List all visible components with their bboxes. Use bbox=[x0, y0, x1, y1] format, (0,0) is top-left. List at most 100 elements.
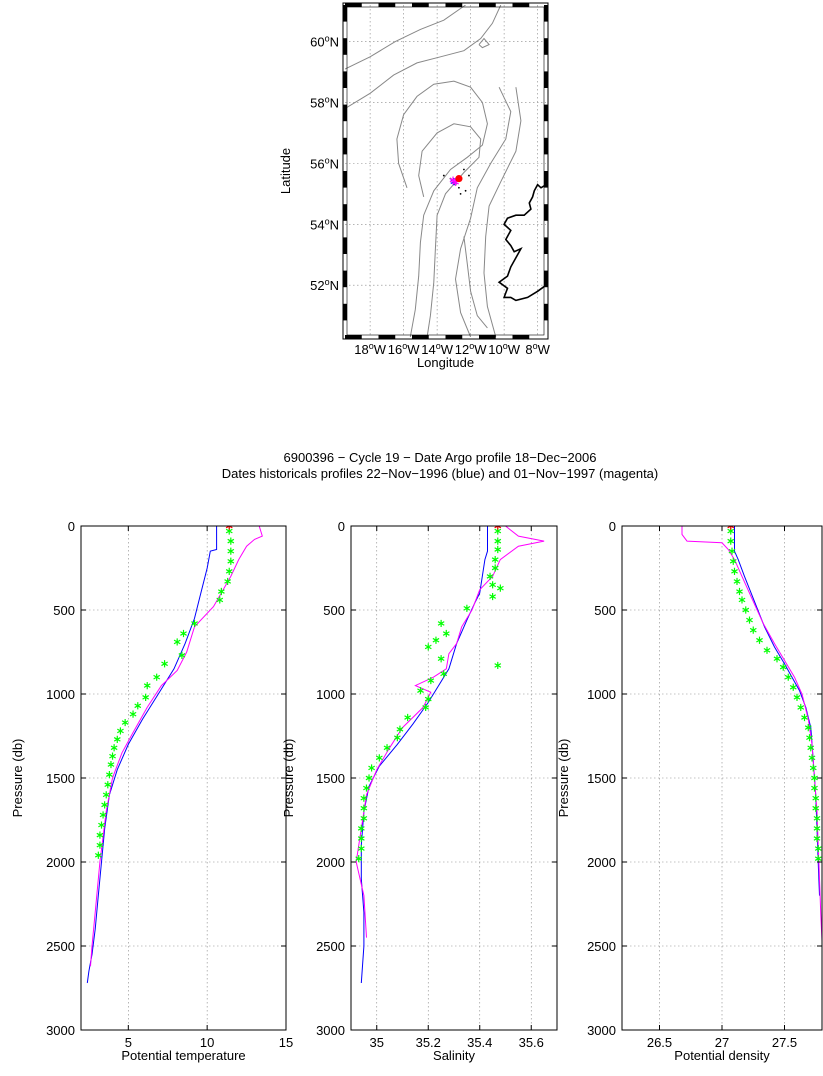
x-axis-label: Potential temperature bbox=[121, 1048, 245, 1063]
argo-profile-point bbox=[491, 556, 499, 564]
argo-profile-point bbox=[173, 638, 181, 646]
argo-profile-point bbox=[161, 660, 168, 668]
plot-area bbox=[86, 526, 263, 984]
argo-profile-point bbox=[216, 596, 224, 604]
argo-profile-point bbox=[773, 655, 781, 663]
y-tick-label: 3000 bbox=[46, 1023, 75, 1038]
plot-area bbox=[681, 526, 822, 942]
argo-profile-point bbox=[784, 673, 792, 681]
x-tick-label: 27 bbox=[715, 1035, 729, 1050]
map-frame-segment-left bbox=[343, 303, 347, 321]
argo-profile-point bbox=[756, 636, 763, 644]
x-tick-label: 26.5 bbox=[647, 1035, 672, 1050]
argo-profile-point bbox=[224, 577, 232, 586]
x-tick-label: 35.6 bbox=[519, 1035, 544, 1050]
map-x-tick-hemisphere: W bbox=[538, 342, 551, 357]
map-x-tick-label: 16oW bbox=[388, 341, 420, 357]
y-axis-label: Pressure (db) bbox=[10, 739, 25, 818]
map-frame-segment-right bbox=[544, 204, 548, 221]
map-frame-segment-right bbox=[544, 5, 548, 22]
argo-profile-point bbox=[809, 764, 817, 772]
y-tick-label: 0 bbox=[338, 519, 345, 534]
map-y-tick-degrees: 60 bbox=[310, 35, 324, 50]
bathymetry-contour bbox=[478, 37, 490, 49]
map-frame-segment-bottom bbox=[378, 335, 396, 339]
map-x-tick-label: 14oW bbox=[421, 341, 453, 357]
argo-profile-point bbox=[793, 693, 801, 701]
argo-surface-marker bbox=[225, 526, 233, 530]
map-x-tick-degrees: 12 bbox=[455, 342, 469, 357]
x-tick-label: 35.2 bbox=[416, 1035, 441, 1050]
x-tick-label: 10 bbox=[200, 1035, 214, 1050]
argo-profile-point bbox=[404, 713, 412, 722]
argo-profile-point bbox=[178, 651, 186, 659]
argo-profile-point bbox=[811, 774, 818, 782]
argo-profile-point bbox=[422, 703, 430, 712]
map-frame-segment-bottom bbox=[445, 335, 463, 339]
y-tick-label: 1000 bbox=[316, 687, 345, 702]
x-tick-label: 15 bbox=[279, 1035, 293, 1050]
map-y-tick-degree-sign: o bbox=[325, 34, 330, 44]
y-tick-label: 2500 bbox=[46, 939, 75, 954]
argo-profile-point bbox=[729, 557, 737, 565]
argo-profile-point bbox=[110, 744, 118, 752]
y-tick-label: 2500 bbox=[316, 939, 345, 954]
argo-profile-point bbox=[113, 735, 121, 743]
map-x-tick-label: 12oW bbox=[455, 341, 487, 357]
argo-profile-point bbox=[494, 537, 502, 545]
map-x-tick-hemisphere: W bbox=[441, 342, 454, 357]
y-tick-label: 3000 bbox=[316, 1023, 345, 1038]
y-tick-label: 500 bbox=[323, 603, 345, 618]
map-frame-segment-top bbox=[445, 3, 463, 7]
argo-profile-point bbox=[486, 572, 494, 580]
figure-title-line2: Dates historicals profiles 22−Nov−1996 (… bbox=[222, 466, 658, 481]
historical-profile-1996-line bbox=[734, 526, 820, 896]
map-x-tick-hemisphere: W bbox=[374, 342, 387, 357]
argo-surface-marker bbox=[494, 526, 502, 530]
argo-profile-point bbox=[808, 754, 816, 762]
map-y-tick-hemisphere: N bbox=[330, 156, 339, 171]
nearby-profile-dot bbox=[459, 192, 462, 195]
map-y-tick-degrees: 56 bbox=[310, 156, 324, 171]
argo-surface-marker bbox=[727, 526, 735, 530]
argo-profile-point bbox=[363, 784, 370, 792]
map-plot-area bbox=[345, 5, 546, 337]
argo-profile-point bbox=[494, 661, 502, 670]
y-tick-label: 2000 bbox=[46, 855, 75, 870]
argo-profile-point bbox=[733, 577, 741, 586]
historical-profile-1996-line bbox=[360, 526, 488, 984]
x-tick-label: 27.5 bbox=[772, 1035, 797, 1050]
argo-profile-point bbox=[489, 581, 497, 589]
argo-profile-point bbox=[779, 663, 787, 671]
argo-profile-point bbox=[797, 703, 805, 712]
argo-profile-point bbox=[96, 841, 104, 849]
map-x-tick-degree-sign: o bbox=[533, 341, 538, 351]
y-axis-label: Pressure (db) bbox=[281, 739, 296, 818]
map-frame-segment-left bbox=[343, 137, 347, 155]
argo-profile-point bbox=[383, 744, 391, 752]
axes-box bbox=[350, 525, 558, 1031]
map-frame-segment-bottom bbox=[479, 335, 496, 339]
map-x-tick-hemisphere: W bbox=[508, 342, 521, 357]
argo-profile-point bbox=[427, 676, 435, 685]
argo-profile-point bbox=[368, 764, 376, 772]
argo-profile-point bbox=[227, 547, 235, 555]
argo-profile-point bbox=[804, 724, 812, 732]
argo-profile-point bbox=[738, 596, 746, 604]
argo-profile-point bbox=[101, 801, 109, 809]
map-x-tick-hemisphere: W bbox=[407, 342, 420, 357]
map-frame-segment-right bbox=[544, 71, 548, 88]
y-tick-label: 2500 bbox=[587, 939, 616, 954]
argo-profile-point bbox=[801, 713, 808, 722]
argo-profile-point bbox=[98, 821, 105, 829]
map-frame-segment-right bbox=[544, 104, 548, 122]
y-tick-label: 500 bbox=[53, 603, 75, 618]
argo-profile-point bbox=[812, 794, 820, 802]
argo-profile-point bbox=[789, 683, 797, 691]
argo-profile-point bbox=[153, 673, 161, 681]
map-y-tick-degrees: 52 bbox=[310, 278, 324, 293]
map-x-tick-hemisphere: W bbox=[474, 342, 487, 357]
argo-profile-point bbox=[806, 734, 813, 742]
argo-profile-point bbox=[491, 564, 499, 572]
y-tick-label: 500 bbox=[594, 603, 616, 618]
